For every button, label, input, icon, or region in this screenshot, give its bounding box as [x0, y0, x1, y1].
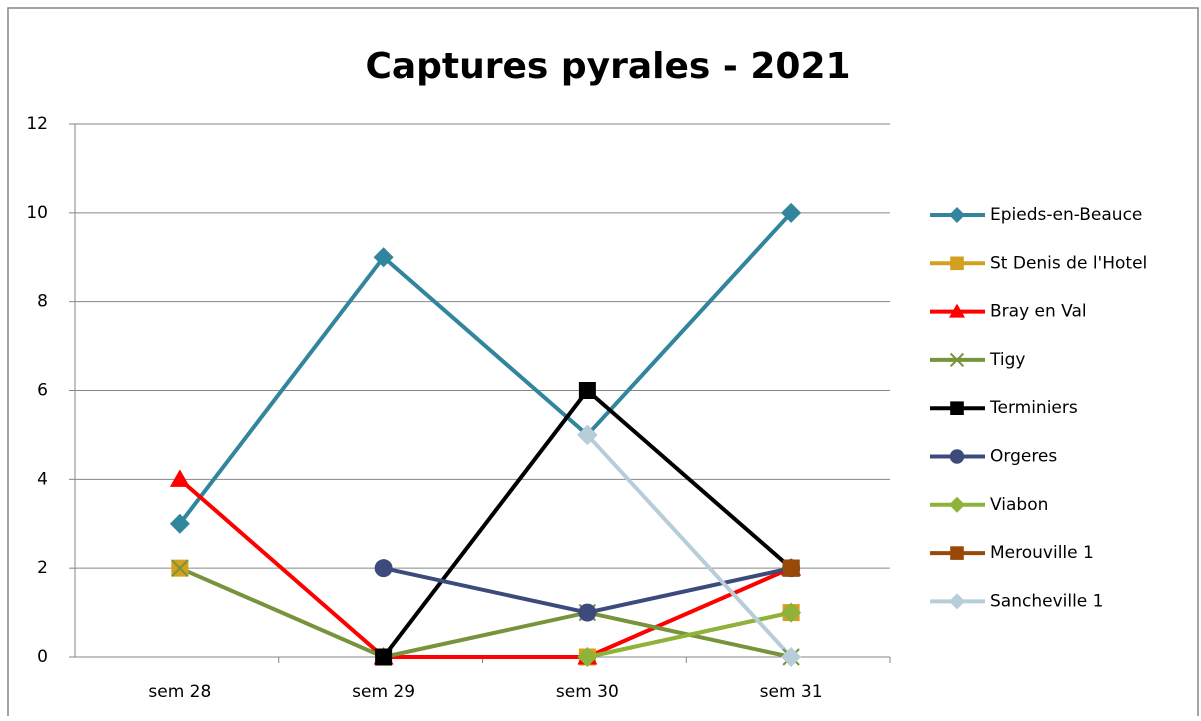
legend-label: Merouville 1 — [990, 543, 1094, 563]
marker — [950, 401, 964, 415]
marker — [949, 449, 965, 464]
series-line — [178, 211, 793, 525]
marker — [373, 247, 394, 268]
chart-title: Captures pyrales - 2021 — [365, 46, 850, 87]
marker — [949, 207, 965, 223]
y-tick-label: 10 — [26, 203, 48, 223]
x-tick-label: sem 28 — [148, 682, 211, 702]
marker — [781, 602, 802, 623]
chart-frame — [7, 7, 1199, 721]
x-tick-label: sem 31 — [760, 682, 823, 702]
legend-label: Bray en Val — [990, 302, 1087, 322]
marker — [949, 496, 965, 513]
marker — [577, 424, 598, 445]
marker — [949, 593, 965, 610]
x-tick-label: sem 30 — [556, 682, 619, 702]
y-tick-label: 12 — [26, 114, 48, 134]
marker — [374, 559, 393, 578]
marker — [782, 559, 800, 577]
legend-label: Epieds-en-Beauce — [990, 205, 1142, 225]
x-tick-label: sem 29 — [352, 682, 415, 702]
marker — [169, 469, 190, 487]
y-tick-label: 4 — [37, 469, 48, 489]
marker — [949, 352, 965, 368]
y-tick-label: 8 — [37, 292, 48, 312]
legend-label: Orgeres — [990, 447, 1057, 467]
legend-label: St Denis de l'Hotel — [990, 253, 1147, 273]
y-tick-label: 0 — [37, 647, 48, 667]
series-line — [178, 477, 792, 659]
marker — [781, 647, 802, 667]
marker — [950, 546, 964, 560]
series-line — [585, 433, 793, 659]
legend-label: Tigy — [989, 350, 1025, 370]
marker — [578, 603, 597, 622]
legend-label: Viabon — [990, 495, 1048, 515]
marker — [375, 648, 393, 666]
marker — [171, 559, 189, 577]
marker — [169, 513, 190, 534]
marker — [950, 256, 964, 271]
legend-label: Sancheville 1 — [990, 591, 1103, 611]
marker — [577, 647, 598, 667]
marker — [781, 202, 802, 223]
y-tick-label: 2 — [37, 558, 48, 578]
marker — [949, 303, 965, 318]
y-tick-label: 6 — [37, 381, 48, 401]
marker — [578, 382, 596, 399]
legend-label: Terminiers — [989, 398, 1078, 418]
